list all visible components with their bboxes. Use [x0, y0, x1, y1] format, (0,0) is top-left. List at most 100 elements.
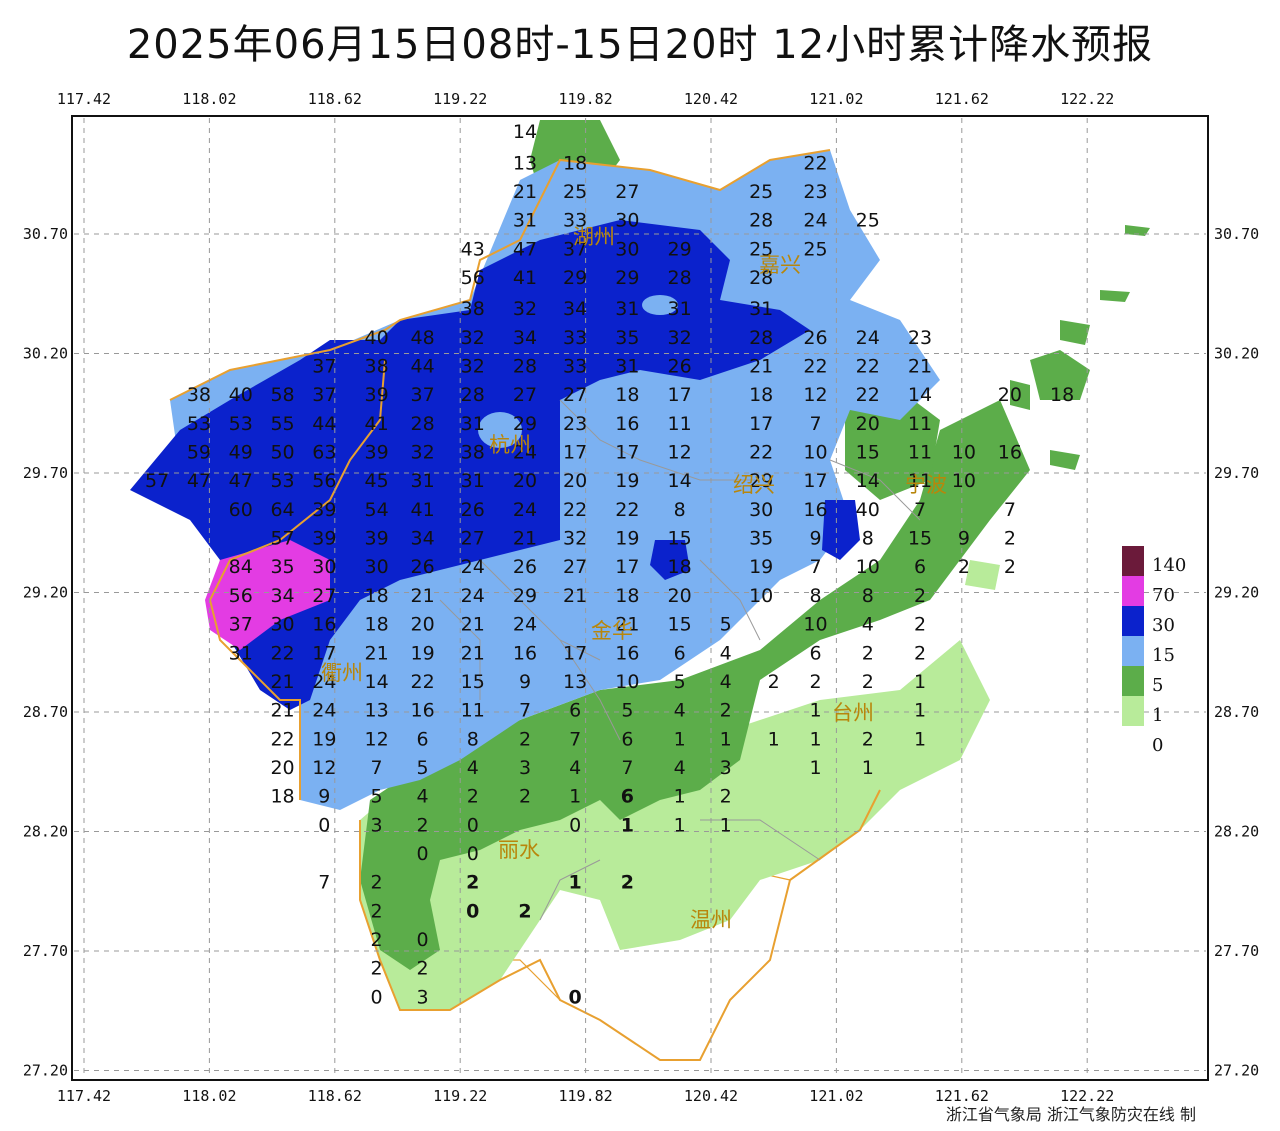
station-value: 50	[270, 441, 294, 463]
station-value: 21	[270, 700, 294, 722]
station-value: 29	[615, 267, 639, 289]
station-value: 0	[417, 929, 429, 951]
station-value: 17	[668, 384, 692, 406]
station-value: 29	[563, 267, 587, 289]
lon-label-top: 121.02	[809, 90, 863, 108]
station-value: 28	[749, 267, 773, 289]
station-value: 30	[749, 499, 773, 521]
lat-label-right: 29.70	[1214, 464, 1259, 482]
station-value: 3	[371, 814, 383, 836]
station-value: 2	[914, 614, 926, 636]
legend-label: 5	[1152, 675, 1163, 696]
station-value: 35	[615, 327, 639, 349]
station-value: 13	[365, 700, 389, 722]
county-boundaries	[439, 399, 921, 921]
station-value: 16	[615, 413, 639, 435]
station-value: 34	[563, 298, 587, 320]
station-value: 7	[1004, 499, 1016, 521]
station-value: 33	[563, 210, 587, 232]
station-value: 6	[621, 728, 633, 750]
station-value: 12	[668, 441, 692, 463]
station-value: 44	[312, 413, 336, 435]
island-6	[1050, 450, 1080, 470]
station-value: 19	[410, 642, 434, 664]
station-value: 33	[563, 327, 587, 349]
station-value: 30	[270, 614, 294, 636]
station-value: 1	[862, 757, 874, 779]
station-value: 7	[809, 413, 821, 435]
station-value: 6	[569, 700, 581, 722]
station-value: 9	[958, 528, 970, 550]
station-value: 21	[513, 181, 537, 203]
station-value: 7	[318, 872, 330, 894]
station-value: 16	[998, 441, 1022, 463]
station-value: 0	[467, 843, 479, 865]
station-value: 0	[569, 814, 581, 836]
precip-hole-hangzhou	[478, 412, 522, 448]
station-value: 15	[856, 441, 880, 463]
station-value: 2	[467, 786, 479, 808]
station-value: 15	[668, 614, 692, 636]
station-value: 26	[668, 355, 692, 377]
lon-label-bottom: 120.42	[684, 1087, 738, 1105]
station-value: 7	[914, 499, 926, 521]
station-value: 34	[410, 528, 434, 550]
station-value: 2	[914, 585, 926, 607]
station-value: 25	[563, 181, 587, 203]
station-value: 16	[513, 642, 537, 664]
station-value: 28	[749, 327, 773, 349]
station-value: 20	[513, 470, 537, 492]
station-value: 16	[410, 700, 434, 722]
station-value: 38	[365, 355, 389, 377]
station-value: 2	[862, 642, 874, 664]
precipitation-fill-layer	[130, 120, 1150, 1061]
station-value: 10	[803, 614, 827, 636]
station-value: 35	[749, 528, 773, 550]
lon-label-bottom: 119.82	[559, 1087, 613, 1105]
city-label: 绍兴	[733, 473, 775, 497]
station-value: 4	[674, 757, 686, 779]
lon-label-top: 117.42	[57, 90, 111, 108]
station-value: 39	[365, 384, 389, 406]
station-value: 4	[720, 671, 732, 693]
city-label: 嘉兴	[759, 253, 801, 277]
station-value: 18	[615, 585, 639, 607]
station-value: 29	[513, 585, 537, 607]
station-value: 4	[467, 757, 479, 779]
station-value: 31	[410, 470, 434, 492]
station-value: 17	[563, 441, 587, 463]
station-value: 35	[270, 556, 294, 578]
station-value: 2	[1004, 528, 1016, 550]
station-value: 18	[270, 786, 294, 808]
station-value: 1	[809, 700, 821, 722]
station-value: 20	[410, 614, 434, 636]
station-value: 31	[615, 298, 639, 320]
station-value: 2	[417, 958, 429, 980]
station-value: 41	[410, 499, 434, 521]
station-value: 30	[615, 238, 639, 260]
station-value: 1	[914, 671, 926, 693]
station-value: 39	[365, 528, 389, 550]
station-value: 38	[461, 298, 485, 320]
station-value: 2	[720, 700, 732, 722]
legend-swatch	[1122, 546, 1144, 576]
station-value: 2	[371, 900, 383, 922]
station-value: 27	[461, 528, 485, 550]
station-value: 5	[371, 786, 383, 808]
station-value: 45	[365, 470, 389, 492]
coordinate-labels: 117.42 117.42 118.02 118.02 118.62 118.62 119.…	[23, 90, 1259, 1105]
station-value: 20	[270, 757, 294, 779]
legend-swatch	[1122, 666, 1144, 696]
station-value: 30	[615, 210, 639, 232]
station-value: 15	[668, 528, 692, 550]
station-value: 0	[569, 986, 582, 1008]
station-value: 56	[461, 267, 485, 289]
station-value: 18	[668, 556, 692, 578]
station-value: 9	[519, 671, 531, 693]
station-value: 27	[513, 384, 537, 406]
legend-swatch	[1122, 696, 1144, 726]
station-value: 31	[513, 210, 537, 232]
lon-label-top: 121.62	[935, 90, 989, 108]
station-value: 8	[862, 528, 874, 550]
